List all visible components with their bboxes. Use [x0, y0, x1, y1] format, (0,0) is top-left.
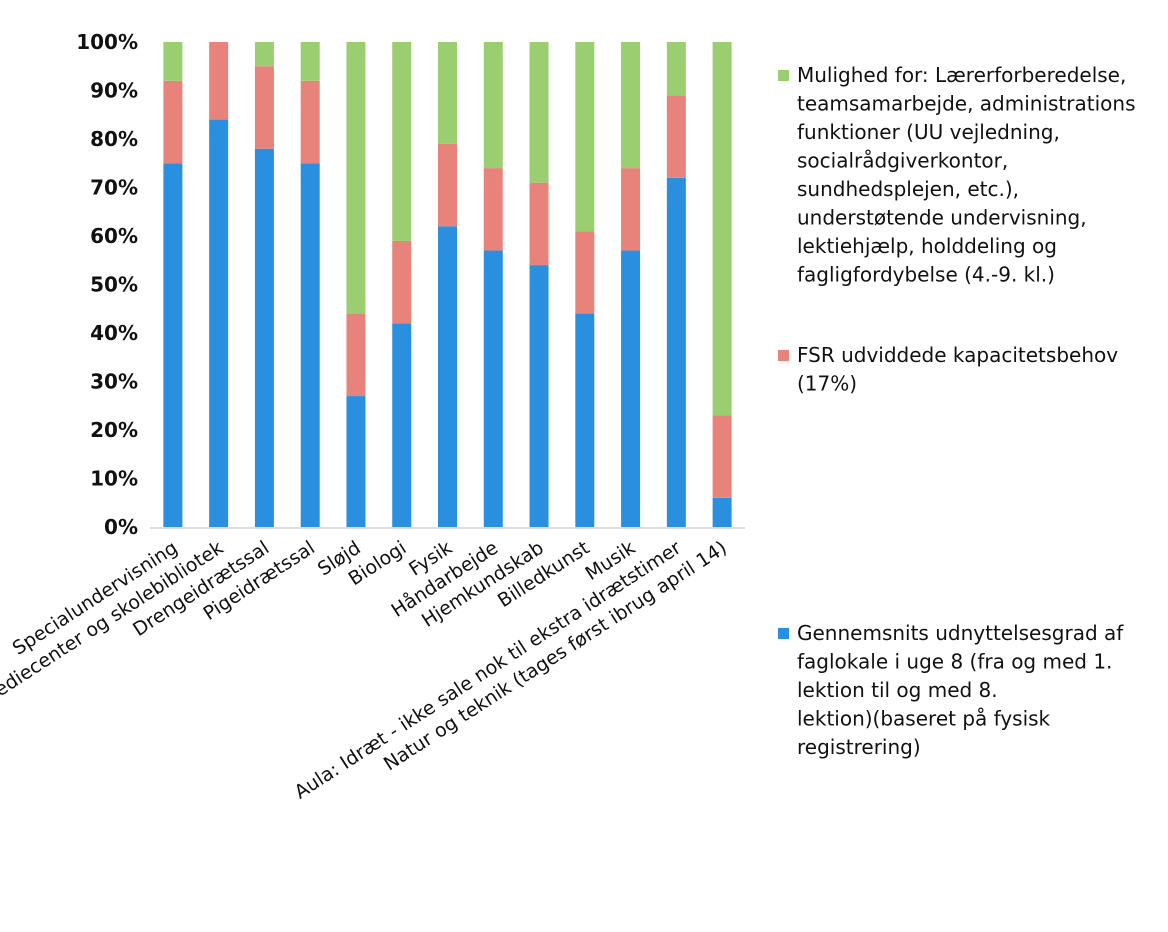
bar-segment [254, 66, 274, 149]
x-tick-label: Mediecenter og skolebibliotek [0, 537, 227, 710]
bar-segment [483, 168, 503, 251]
y-tick-label: 100% [76, 30, 138, 54]
bar-segment [254, 148, 274, 527]
bar-segment [392, 323, 412, 527]
bar-segment [666, 177, 686, 528]
legend-label: understøtende undervisning, [797, 206, 1087, 230]
bar-segment [163, 163, 183, 527]
y-axis: 0% 10% 20% 30% 40% 50% 60% 70% 80% 90% 100% [76, 30, 138, 539]
bar-segment [529, 182, 549, 266]
bar-segment [300, 163, 320, 527]
bar-segment [254, 42, 274, 67]
bar-segment [712, 497, 732, 527]
y-tick-label: 60% [90, 224, 138, 248]
bar-segment [666, 42, 686, 96]
bar-segment [529, 42, 549, 183]
y-tick-label: 90% [90, 79, 138, 103]
bar-segment [300, 80, 320, 164]
y-tick-label: 80% [90, 127, 138, 151]
legend-label: registrering) [797, 735, 921, 759]
bar-segment [575, 231, 595, 314]
legend-label: lektion)(baseret på fysisk [797, 707, 1051, 731]
bar-segment [712, 42, 732, 416]
y-tick-label: 20% [90, 418, 138, 442]
bar-segment [712, 415, 732, 498]
legend-label: fagligfordybelse (4.-9. kl.) [797, 263, 1055, 287]
bars [163, 42, 732, 528]
bar-segment [209, 42, 229, 120]
bar-segment [346, 42, 366, 314]
legend-label: lektion til og med 8. [797, 678, 998, 702]
y-tick-label: 10% [90, 467, 138, 491]
bar-segment [438, 143, 457, 227]
bar-segment [346, 313, 366, 397]
bar-segment [209, 119, 229, 527]
legend-swatch [778, 628, 789, 639]
bar-segment [529, 265, 549, 527]
legend-label: Mulighed for: Lærerforberedelse, [797, 63, 1126, 87]
legend-label: FSR udviddede kapacitetsbehov [797, 343, 1118, 367]
bar-segment [483, 250, 503, 528]
y-tick-label: 30% [90, 370, 138, 394]
bar-segment [483, 42, 503, 169]
legend-swatch [778, 70, 789, 81]
y-tick-label: 70% [90, 176, 138, 200]
legend-label: (17%) [797, 372, 857, 396]
bar-segment [163, 80, 183, 164]
bar-segment [621, 250, 641, 528]
bar-segment [163, 42, 183, 81]
legend-label: socialrådgiverkontor, [797, 149, 1008, 173]
bar-segment [438, 42, 457, 144]
legend-label: teamsamarbejde, administrations [797, 92, 1136, 116]
legend-label: sundhedsplejen, etc.), [797, 177, 1019, 201]
legend-swatch [778, 350, 789, 361]
bar-segment [621, 42, 641, 169]
y-tick-label: 40% [90, 321, 138, 345]
legend-label: faglokale i uge 8 (fra og med 1. [797, 650, 1112, 674]
bar-segment [575, 313, 595, 527]
bar-segment [300, 42, 320, 81]
bar-segment [392, 240, 412, 324]
legend-label: Gennemsnits udnyttelsesgrad af [797, 621, 1124, 645]
bar-segment [438, 226, 457, 528]
bar-segment [575, 42, 595, 232]
bar-segment [621, 168, 641, 251]
bar-segment [666, 95, 686, 178]
y-tick-label: 0% [104, 515, 138, 539]
y-tick-label: 50% [90, 273, 138, 297]
bar-segment [392, 42, 412, 241]
legend: Mulighed for: Lærerforberedelse, teamsama… [778, 63, 1136, 759]
legend-label: lektiehjælp, holddeling og [797, 234, 1057, 258]
legend-label: funktioner (UU vejledning, [797, 120, 1060, 144]
bar-segment [346, 396, 366, 527]
